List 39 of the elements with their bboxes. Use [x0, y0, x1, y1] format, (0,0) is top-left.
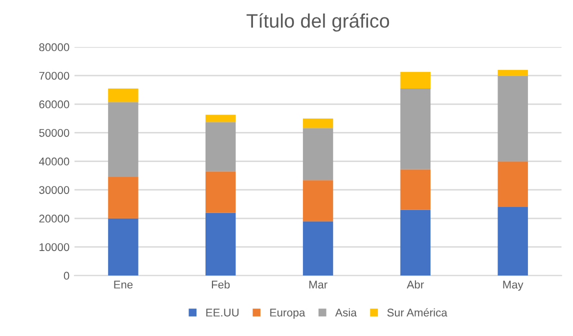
bar: [206, 171, 236, 213]
x-tick-label: May: [503, 280, 524, 291]
bar: [498, 70, 528, 76]
bar: [206, 114, 236, 122]
x-tick-label: Ene: [114, 280, 133, 289]
bar: [498, 76, 528, 162]
legend-label: EE.UU: [206, 308, 238, 317]
x-tick-label: Feb: [212, 280, 230, 289]
bar: [108, 218, 138, 276]
bar: [400, 210, 431, 276]
bar: [302, 118, 334, 128]
chart-title: Título del gráfico: [246, 13, 390, 32]
legend-label: Sur América: [387, 308, 448, 317]
x-tick-label: Mar: [309, 280, 328, 289]
bar: [206, 212, 236, 276]
bar: [108, 176, 138, 218]
bar: [302, 180, 334, 222]
y-tick-label: 70000: [39, 72, 70, 80]
bar: [498, 161, 528, 207]
y-tick-label: 10000: [40, 243, 70, 252]
bar: [108, 88, 138, 102]
bar: [400, 72, 431, 88]
y-tick-label: 60000: [39, 100, 70, 108]
y-tick-label: 0: [64, 272, 70, 280]
bar: [400, 88, 431, 170]
bar: [108, 102, 138, 177]
y-tick-label: 80000: [39, 43, 70, 52]
bar: [302, 221, 334, 276]
bar: [400, 169, 431, 210]
legend-label: Asia: [335, 308, 357, 317]
y-tick-label: 50000: [39, 128, 70, 137]
x-tick-label: Abr: [406, 280, 424, 289]
bar: [302, 128, 334, 180]
y-tick-label: 40000: [38, 158, 70, 166]
legend-label: Europa: [270, 308, 306, 319]
bar: [206, 122, 236, 172]
y-tick-label: 30000: [39, 186, 70, 194]
y-tick-label: 20000: [39, 214, 70, 223]
bar: [498, 206, 528, 276]
